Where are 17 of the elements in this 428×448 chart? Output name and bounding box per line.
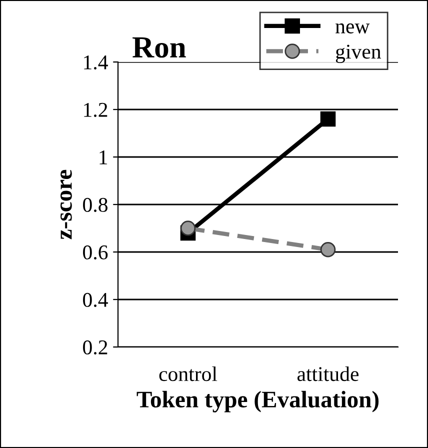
x-tick-label: attitude [297, 366, 359, 382]
point [320, 242, 336, 258]
y-tick-label: 0.6 [83, 245, 108, 260]
point [180, 220, 196, 236]
y-tick-label: 0.8 [83, 198, 108, 212]
y-tick-label: 1.4 [84, 55, 108, 70]
chart-title: Ron [132, 37, 186, 58]
y-tick-label: 1 [100, 150, 108, 164]
y-tick-label: 1.2 [84, 102, 108, 118]
x-tick-label: control [159, 366, 218, 382]
x-axis-title: Token type (Evaluation) [136, 390, 379, 412]
y-tick-label: 0.4 [83, 292, 108, 308]
y-tick-label: 0.2 [83, 340, 108, 355]
legend-label: new [336, 23, 370, 34]
point [320, 111, 336, 127]
y-axis-title: z-score [60, 170, 72, 240]
legend-label: given [336, 44, 382, 64]
